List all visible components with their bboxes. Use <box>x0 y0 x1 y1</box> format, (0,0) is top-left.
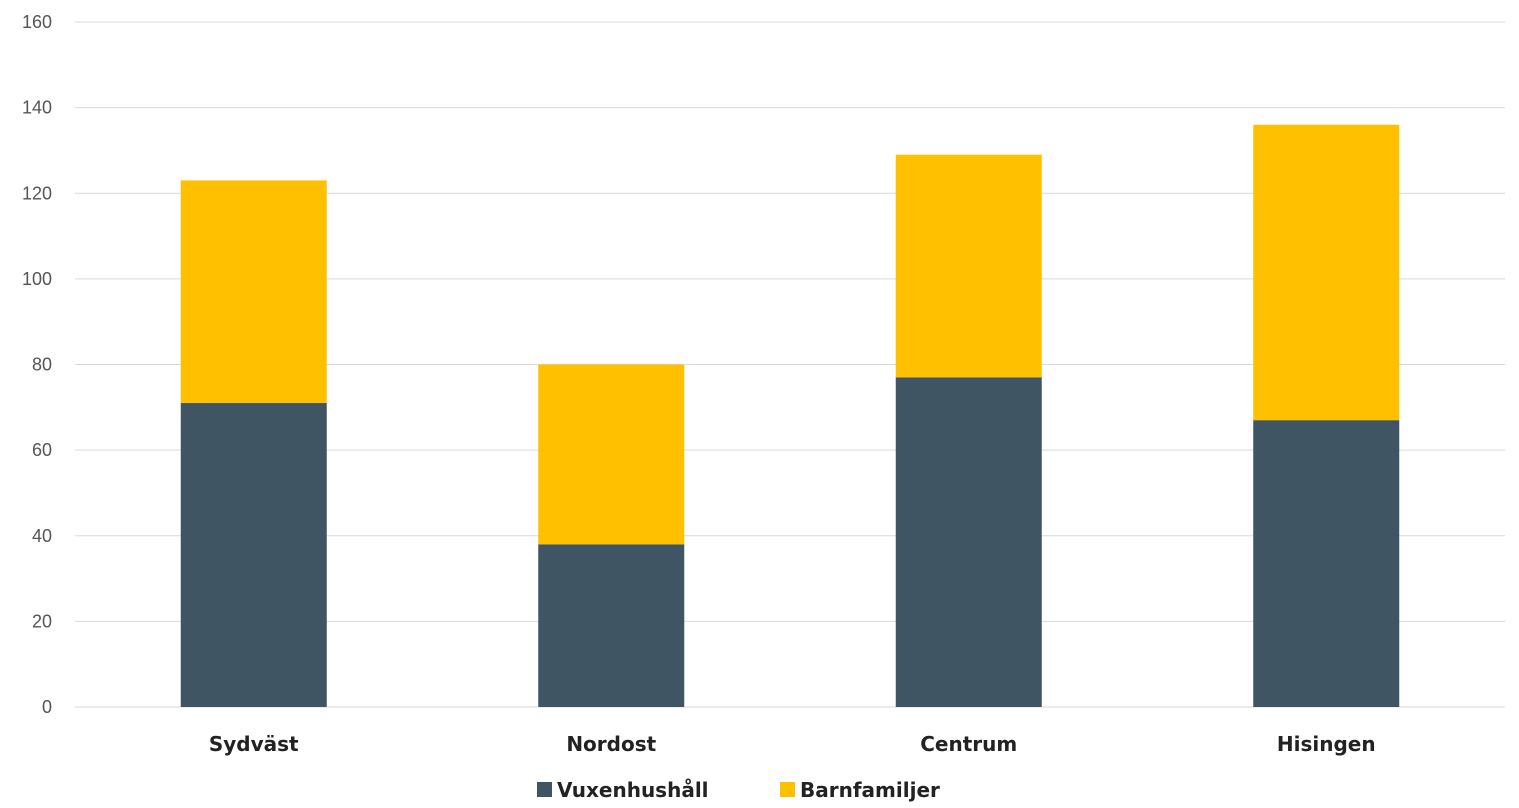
bar-hisingen-barnfamiljer <box>1253 124 1400 421</box>
y-tick-label: 20 <box>32 611 52 631</box>
y-tick-label: 80 <box>32 355 52 375</box>
bar-sydväst-barnfamiljer <box>180 180 327 404</box>
x-category-label: Nordost <box>566 732 656 756</box>
y-axis-tick-labels: 0 20 40 60 80 100 120 140 160 <box>22 12 52 717</box>
bar-nordost-vuxenhushåll <box>538 544 685 707</box>
bars <box>180 124 1400 707</box>
legend-swatch-vuxenhushåll <box>537 782 552 797</box>
bar-hisingen-vuxenhushåll <box>1253 420 1400 707</box>
y-tick-label: 160 <box>22 12 52 32</box>
x-category-label: Hisingen <box>1277 732 1376 756</box>
legend-swatch-barnfamiljer <box>780 782 795 797</box>
bar-centrum-vuxenhushåll <box>895 377 1042 707</box>
x-category-label: Sydväst <box>209 732 299 756</box>
y-tick-label: 120 <box>22 183 52 203</box>
y-tick-label: 40 <box>32 526 52 546</box>
x-category-label: Centrum <box>920 732 1017 756</box>
legend-label-barnfamiljer: Barnfamiljer <box>800 778 940 802</box>
y-tick-label: 60 <box>32 440 52 460</box>
x-axis-category-labels: Sydväst Nordost Centrum Hisingen <box>209 732 1376 756</box>
bar-centrum-barnfamiljer <box>895 154 1042 378</box>
legend: Vuxenhushåll Barnfamiljer <box>537 778 940 802</box>
y-tick-label: 140 <box>22 98 52 118</box>
bar-nordost-barnfamiljer <box>538 364 685 545</box>
bar-sydväst-vuxenhushåll <box>180 403 327 707</box>
legend-label-vuxenhushåll: Vuxenhushåll <box>557 778 709 802</box>
y-tick-label: 100 <box>22 269 52 289</box>
y-tick-label: 0 <box>42 697 52 717</box>
